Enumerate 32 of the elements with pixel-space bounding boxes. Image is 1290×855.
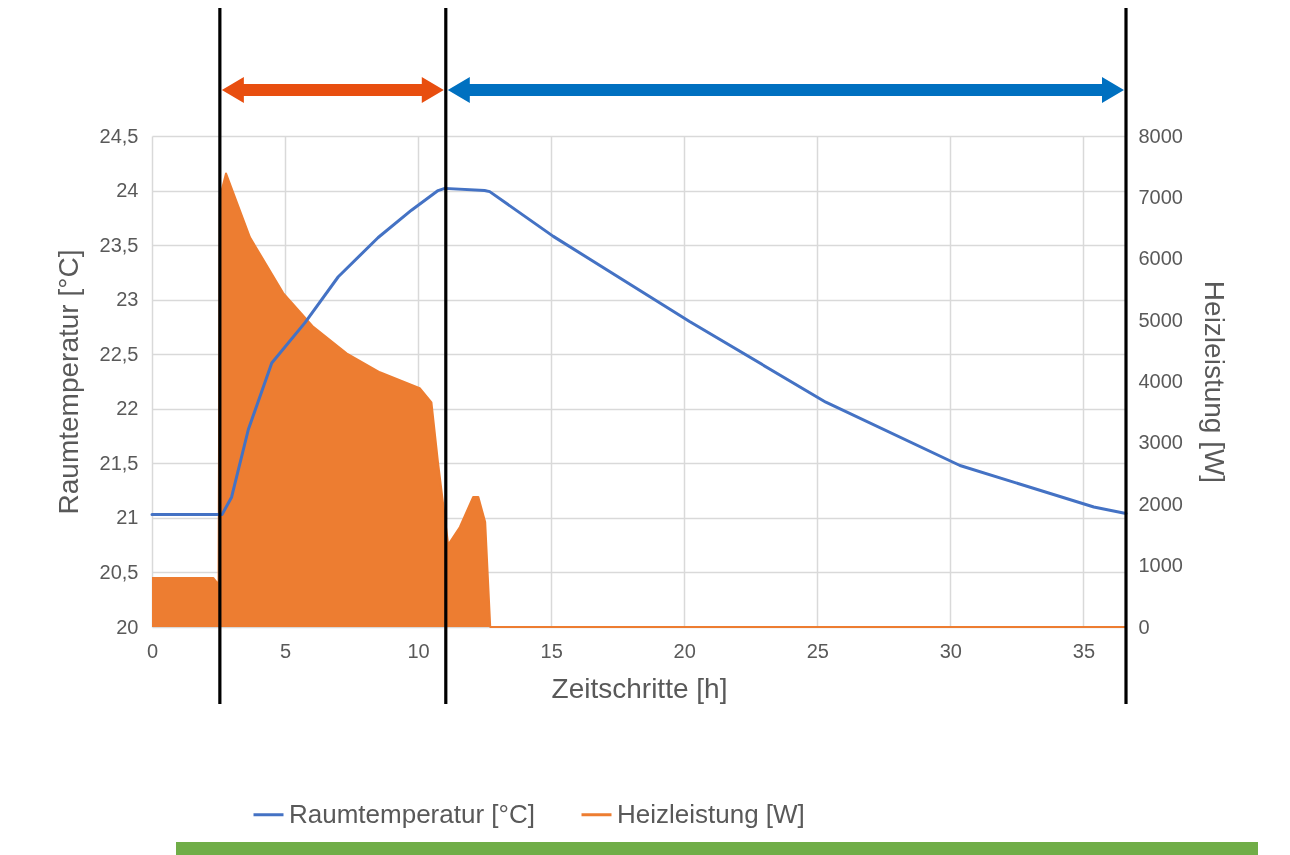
x-tick-label: 0 <box>146 639 159 662</box>
x-tick-label: 15 <box>540 639 563 662</box>
y-tick-label: 24 <box>116 179 139 202</box>
y2-tick-label: 3000 <box>1138 431 1183 454</box>
y2-tick-label: 5000 <box>1138 308 1183 331</box>
x-tick-label: 30 <box>939 639 962 662</box>
x-tick-label: 10 <box>407 639 430 662</box>
y-tick-label: 22 <box>116 397 139 420</box>
legend-label: Heizleistung [W] <box>617 798 805 829</box>
y-tick-label: 20 <box>116 615 139 638</box>
x-tick-label: 35 <box>1072 639 1096 662</box>
y2-tick-label: 8000 <box>1138 124 1183 147</box>
y2-tick-label: 7000 <box>1138 185 1183 208</box>
y2-tick-label: 1000 <box>1138 554 1183 577</box>
y2-tick-label: 6000 <box>1138 247 1183 270</box>
y2-tick-label: 4000 <box>1138 370 1183 392</box>
x-tick-label: 20 <box>673 639 696 662</box>
y-tick-label: 21,5 <box>99 451 139 474</box>
y-tick-label: 22,5 <box>99 342 139 365</box>
y2-tick-label: 0 <box>1138 615 1150 638</box>
x-axis-title: Zeitschritte [h] <box>551 672 728 704</box>
y-tick-label: 24,5 <box>99 124 139 147</box>
y2-tick-label: 2000 <box>1138 492 1183 515</box>
y-tick-label: 20,5 <box>99 560 139 583</box>
x-tick-label: 25 <box>806 639 829 662</box>
x-tick-label: 5 <box>280 639 292 662</box>
y-tick-label: 23,5 <box>99 233 139 256</box>
y2-axis-title: Heizleistung [W] <box>1198 280 1230 484</box>
y-tick-label: 21 <box>116 506 139 529</box>
y-tick-label: 23 <box>116 288 139 311</box>
y-axis-title: Raumtemperatur [°C] <box>52 249 84 515</box>
legend-label: Raumtemperatur [°C] <box>289 798 535 829</box>
